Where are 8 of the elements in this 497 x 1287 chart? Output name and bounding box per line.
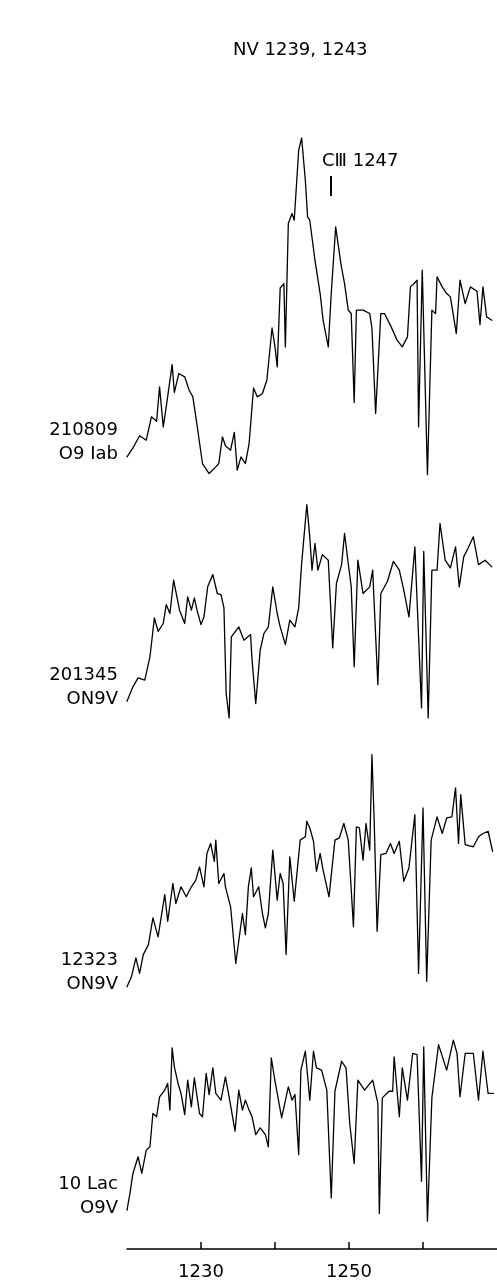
chart-title: NⅤ 1239, 1243: [233, 37, 368, 59]
annotation: CⅢ 1247: [322, 149, 399, 170]
x-tick-label: 1250: [326, 1259, 372, 1281]
series-label: 10 Lac O9Ⅴ: [58, 1171, 119, 1217]
series-label: 201345 ON9Ⅴ: [49, 662, 119, 708]
series-label: 210809 O9 Iab: [49, 418, 118, 464]
x-tick-label: 1230: [178, 1259, 224, 1281]
series-label: 12323 ON9Ⅴ: [60, 948, 119, 994]
